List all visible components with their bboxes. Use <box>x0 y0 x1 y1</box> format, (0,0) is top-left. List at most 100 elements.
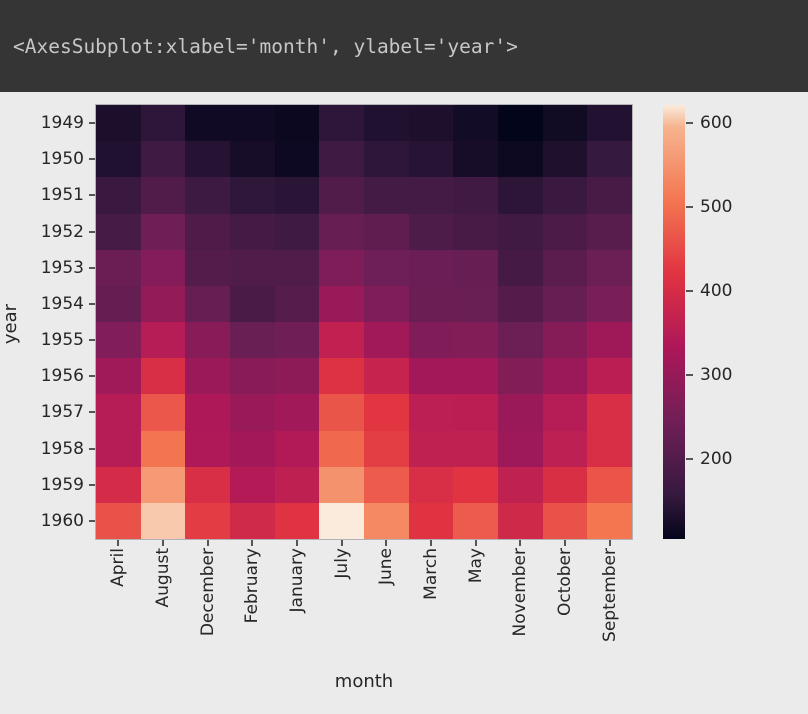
heatmap-cell <box>185 249 230 286</box>
heatmap-cell <box>587 502 632 539</box>
x-tick-mark <box>340 540 343 546</box>
heatmap-cell <box>364 213 409 250</box>
x-axis-label: month <box>334 671 394 692</box>
y-tick-label: 1958 <box>40 438 84 459</box>
heatmap-cell <box>319 466 364 503</box>
heatmap-cell <box>587 430 632 467</box>
heatmap-cell <box>587 177 632 214</box>
heatmap-cell <box>319 105 364 142</box>
x-tick-mark <box>296 540 298 546</box>
heatmap-cell <box>140 213 186 250</box>
heatmap-cell <box>185 141 230 178</box>
heatmap-cell <box>230 322 275 359</box>
heatmap-cell <box>408 285 454 322</box>
axes-subplot-repr-text: <AxesSubplot:xlabel='month', ylabel='yea… <box>13 34 518 58</box>
heatmap-cell <box>319 322 364 359</box>
heatmap-cell <box>498 430 543 467</box>
heatmap-cell <box>542 249 588 286</box>
heatmap-cell <box>453 358 498 395</box>
x-tick-label: October <box>555 548 575 617</box>
x-tick-mark <box>251 540 254 546</box>
y-tick-label: 1957 <box>40 402 84 423</box>
heatmap-cell <box>140 430 186 467</box>
heatmap-cell <box>185 502 230 539</box>
y-tick-mark <box>89 375 95 378</box>
heatmap-cell <box>453 105 498 142</box>
heatmap-cell <box>140 105 186 142</box>
colorbar-tick-label: 200 <box>700 448 733 469</box>
heatmap-cell <box>274 249 320 286</box>
x-tick-label: December <box>197 548 218 637</box>
colorbar-tick-mark <box>686 122 693 125</box>
heatmap-cell <box>408 430 454 467</box>
colorbar-tick-mark <box>686 290 693 292</box>
heatmap-cell <box>96 322 141 359</box>
heatmap-cell <box>230 285 275 322</box>
heatmap-cell <box>140 322 186 359</box>
heatmap-cell <box>498 322 543 359</box>
heatmap-cell <box>185 213 230 250</box>
heatmap-cell <box>498 141 543 178</box>
heatmap-cell <box>587 105 632 142</box>
heatmap-cell <box>587 141 632 178</box>
heatmap-cell <box>230 105 275 142</box>
heatmap-cell <box>498 394 543 431</box>
colorbar-tick-mark <box>686 206 693 209</box>
y-tick-mark <box>89 122 95 125</box>
y-tick-mark <box>89 194 95 197</box>
heatmap-cell <box>274 358 320 395</box>
heatmap-cell <box>453 322 498 359</box>
heatmap-cell <box>185 285 230 322</box>
heatmap-cell <box>542 322 588 359</box>
heatmap-cell <box>453 177 498 214</box>
heatmap-cell <box>319 213 364 250</box>
heatmap-cell <box>542 213 588 250</box>
heatmap-cell <box>364 322 409 359</box>
heatmap-cell <box>230 394 275 431</box>
heatmap-cell <box>185 105 230 142</box>
y-tick-mark <box>89 302 95 305</box>
y-tick-label: 1952 <box>40 221 84 242</box>
x-tick-label: May <box>465 548 486 584</box>
heatmap-cell <box>96 105 141 142</box>
y-tick-label: 1956 <box>40 366 84 387</box>
heatmap-cell <box>96 177 141 214</box>
x-tick-label: July <box>331 548 352 579</box>
heatmap-cell <box>140 177 186 214</box>
colorbar-tick-label: 500 <box>700 197 733 218</box>
heatmap-cell <box>96 430 141 467</box>
heatmap-cell <box>364 249 409 286</box>
heatmap-cell <box>453 430 498 467</box>
heatmap-cell <box>319 177 364 214</box>
heatmap-cell <box>364 394 409 431</box>
heatmap-cell <box>274 394 320 431</box>
heatmap-cell <box>542 177 588 214</box>
heatmap-cell <box>230 177 275 214</box>
heatmap-cell <box>230 358 275 395</box>
heatmap-cell <box>408 249 454 286</box>
heatmap-cell <box>542 105 588 142</box>
heatmap-cell <box>498 358 543 395</box>
heatmap-cell <box>185 177 230 214</box>
heatmap-cell <box>140 394 186 431</box>
y-tick-label: 1950 <box>40 149 84 170</box>
heatmap-cell <box>96 466 141 503</box>
heatmap-cell <box>408 394 454 431</box>
colorbar-tick-mark <box>686 457 693 460</box>
heatmap-cell <box>319 502 364 539</box>
heatmap-cell <box>364 466 409 503</box>
heatmap-cell <box>319 358 364 395</box>
heatmap-cell <box>274 213 320 250</box>
heatmap-cell <box>408 141 454 178</box>
y-tick-label: 1954 <box>40 293 84 314</box>
x-tick-label: February <box>242 548 263 624</box>
heatmap-cell <box>453 394 498 431</box>
x-tick-label: June <box>376 548 397 586</box>
colorbar-tick-label: 300 <box>700 364 733 385</box>
y-tick-label: 1949 <box>40 113 84 134</box>
heatmap-cell <box>230 213 275 250</box>
colorbar-tick-label: 600 <box>700 113 733 134</box>
heatmap-cell <box>140 358 186 395</box>
heatmap-cell <box>185 358 230 395</box>
heatmap-cell <box>408 322 454 359</box>
